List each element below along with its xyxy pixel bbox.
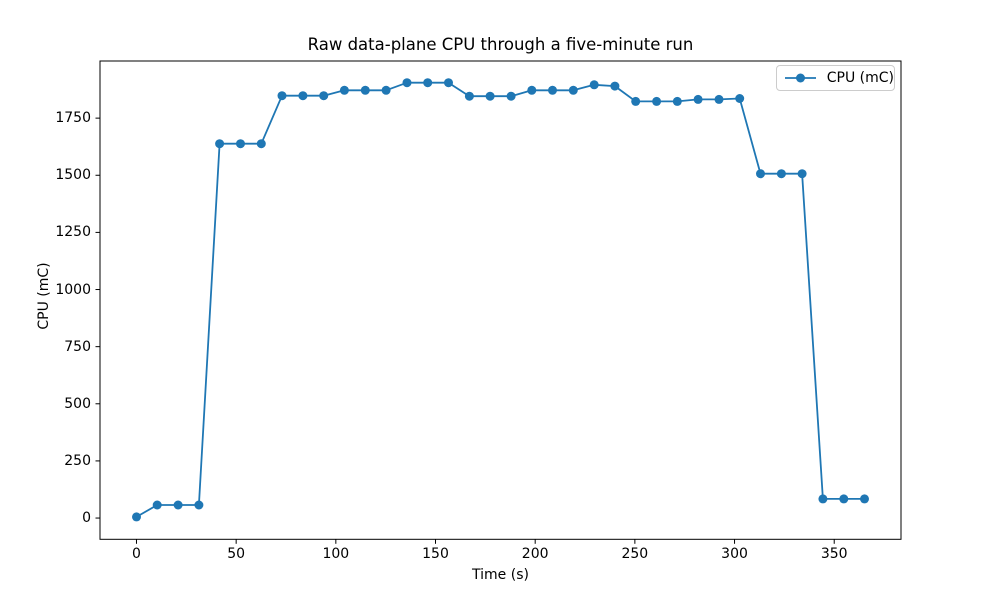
data-point-marker (194, 500, 204, 510)
data-point-marker (444, 78, 453, 88)
data-point-marker (298, 91, 308, 101)
data-point-marker (818, 494, 828, 504)
data-point-marker (568, 85, 578, 95)
y-tick-label: 0 (82, 510, 91, 527)
x-tick-label: 250 (621, 546, 649, 562)
chart-title: Raw data-plane CPU through a five-minute… (307, 35, 694, 54)
y-tick-label: 1250 (55, 224, 91, 241)
data-point-marker (132, 512, 141, 522)
data-point-marker (277, 91, 287, 101)
data-point-marker (589, 80, 599, 90)
x-tick-label: 200 (521, 546, 549, 562)
data-point-marker (215, 139, 225, 149)
data-point-marker (527, 85, 537, 95)
data-point-marker (236, 139, 245, 149)
data-point-marker (485, 91, 495, 101)
data-point-marker (631, 96, 641, 106)
y-tick-label: 500 (64, 395, 91, 412)
data-point-marker (423, 78, 433, 88)
y-tick-label: 750 (64, 338, 91, 355)
legend-line-marker-icon (785, 73, 816, 83)
data-point-marker (402, 78, 412, 88)
data-point-marker (548, 85, 557, 95)
x-tick-label: 100 (322, 546, 350, 562)
legend: CPU (mC) (776, 65, 895, 91)
data-point-marker (256, 139, 266, 149)
data-point-marker (381, 85, 391, 95)
data-point-marker (693, 94, 703, 104)
x-tick-label: 50 (227, 546, 246, 562)
x-tick-label: 350 (820, 546, 848, 562)
y-axis-label: CPU (mC) (36, 262, 52, 330)
data-point-marker (672, 96, 682, 106)
data-point-marker (173, 500, 183, 510)
data-point-marker (860, 494, 869, 504)
x-tick-label: 0 (132, 546, 141, 562)
data-point-marker (652, 96, 662, 106)
data-point-marker (776, 169, 786, 179)
x-axis-label: Time (s) (472, 567, 529, 583)
data-point-marker (506, 91, 516, 101)
data-point-marker (464, 91, 474, 101)
legend-label: CPU (mC) (826, 70, 894, 86)
data-point-marker (319, 91, 329, 101)
data-point-marker (714, 94, 724, 104)
x-tick-label: 150 (422, 546, 449, 562)
data-point-marker (756, 169, 765, 179)
data-point-marker (339, 85, 349, 95)
data-point-marker (797, 169, 807, 179)
y-tick-label: 250 (64, 452, 91, 469)
data-point-marker (839, 494, 849, 504)
axes-frame (99, 60, 902, 540)
data-point-marker (152, 500, 162, 510)
y-tick-label: 1750 (55, 110, 91, 127)
data-point-marker (360, 85, 370, 95)
y-tick-label: 1000 (55, 281, 91, 298)
data-point-marker (610, 81, 620, 91)
y-tick-label: 1500 (55, 167, 91, 184)
data-point-marker (735, 94, 745, 103)
cpu-line-series (136, 81, 865, 518)
x-tick-label: 300 (721, 546, 748, 562)
